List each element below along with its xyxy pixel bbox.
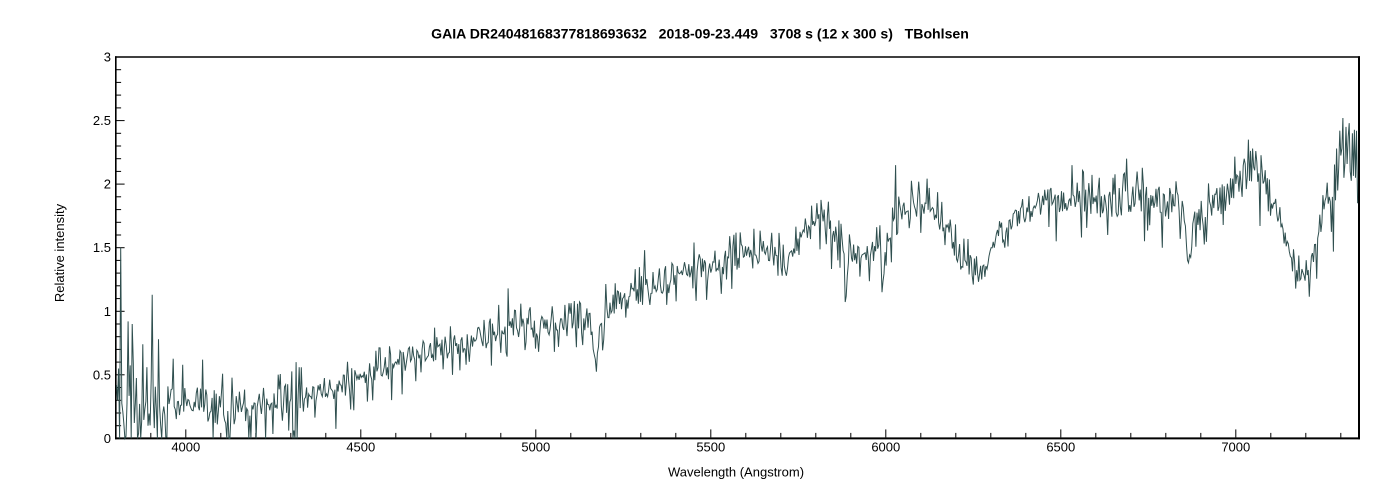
svg-text:4000: 4000: [171, 440, 200, 455]
svg-text:GAIA DR24048168377818693632: GAIA DR24048168377818693632 2018-09-23.4…: [431, 26, 969, 42]
svg-text:Wavelength (Angstrom): Wavelength (Angstrom): [668, 465, 804, 480]
svg-text:2.5: 2.5: [93, 113, 111, 128]
svg-text:Relative intensity: Relative intensity: [52, 203, 67, 302]
svg-text:6500: 6500: [1046, 440, 1075, 455]
svg-text:6000: 6000: [871, 440, 900, 455]
svg-text:5500: 5500: [696, 440, 725, 455]
svg-text:3: 3: [104, 50, 111, 65]
svg-text:7000: 7000: [1221, 440, 1250, 455]
svg-text:0: 0: [104, 431, 111, 446]
svg-text:5000: 5000: [521, 440, 550, 455]
svg-text:2: 2: [104, 177, 111, 192]
svg-text:0.5: 0.5: [93, 367, 111, 382]
svg-text:1: 1: [104, 304, 111, 319]
svg-text:1.5: 1.5: [93, 240, 111, 255]
svg-text:4500: 4500: [346, 440, 375, 455]
